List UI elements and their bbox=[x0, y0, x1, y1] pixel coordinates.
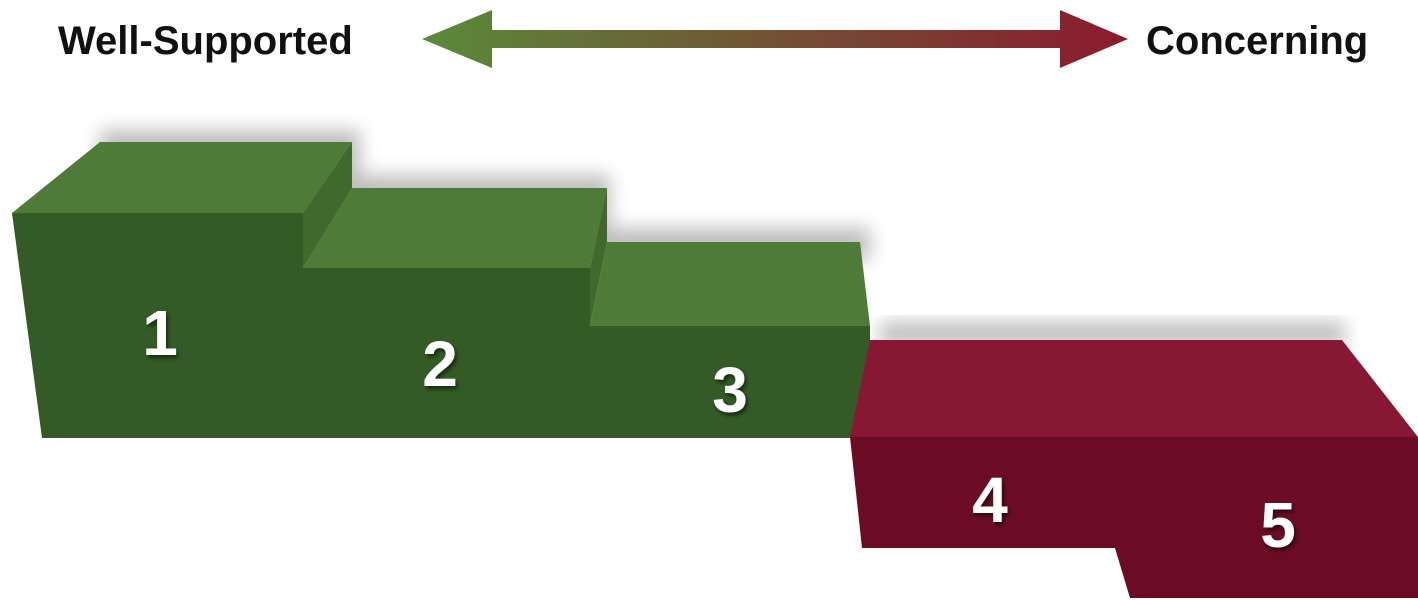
step-1-top bbox=[12, 142, 352, 213]
step-5-number: 5 bbox=[1260, 489, 1296, 561]
step-3-number: 3 bbox=[712, 354, 748, 426]
scale-header: Well-Supported Concerning bbox=[58, 10, 1368, 68]
well-supported-label: Well-Supported bbox=[58, 19, 353, 63]
step-4-number: 4 bbox=[972, 464, 1008, 536]
step-2-riser bbox=[590, 188, 607, 326]
well-supported-steps: 1 2 3 bbox=[12, 142, 870, 438]
step-1-riser bbox=[303, 142, 352, 268]
step-3-top bbox=[590, 242, 870, 326]
concerning-steps: 4 5 bbox=[850, 340, 1418, 598]
step-1-number: 1 bbox=[142, 297, 178, 369]
scale-double-arrow bbox=[422, 10, 1128, 68]
concerning-label: Concerning bbox=[1146, 19, 1368, 63]
red-top-face bbox=[850, 340, 1418, 437]
green-front-face bbox=[12, 213, 870, 438]
step-2-top bbox=[303, 188, 607, 268]
step-2-number: 2 bbox=[422, 328, 458, 400]
red-front-face bbox=[850, 437, 1418, 598]
